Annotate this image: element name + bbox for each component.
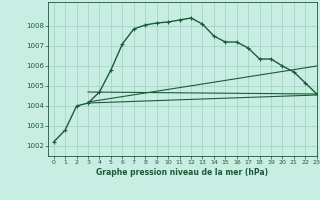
X-axis label: Graphe pression niveau de la mer (hPa): Graphe pression niveau de la mer (hPa) bbox=[96, 168, 268, 177]
